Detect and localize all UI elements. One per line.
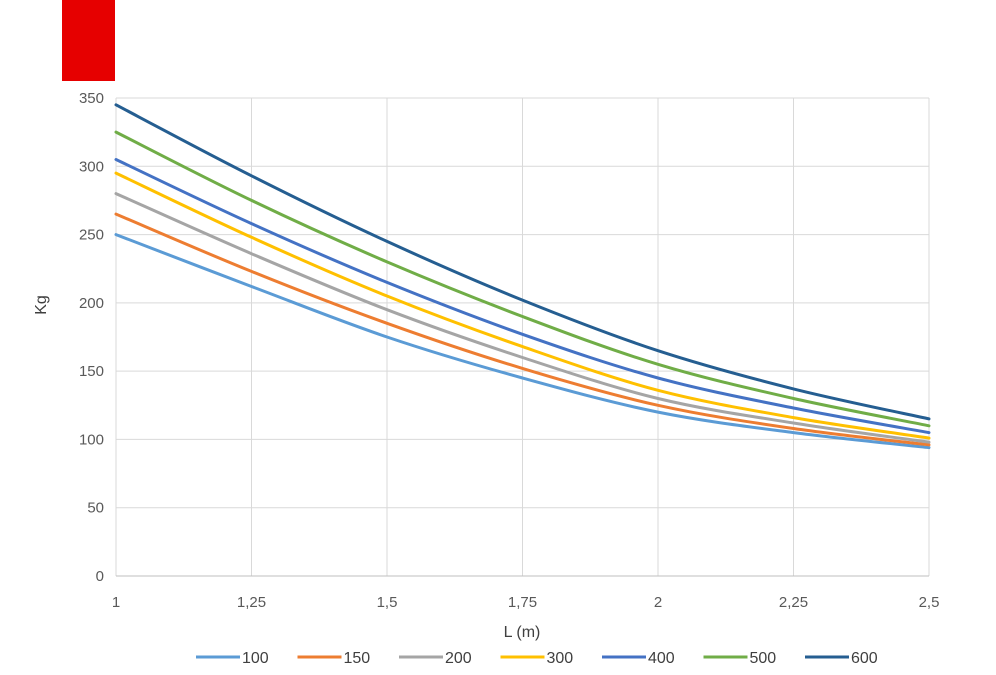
x-tick-label: 1,25 xyxy=(237,594,266,611)
series-line-600 xyxy=(114,103,931,421)
series-line-150 xyxy=(114,212,931,447)
series-line-400 xyxy=(114,158,931,435)
y-tick-label: 50 xyxy=(87,500,104,517)
tick-labels: 0 50 100 150 200 250 300 350 1 1,25 1,5 1,75 2 2,25 2,… xyxy=(79,90,939,611)
legend-label-150: 150 xyxy=(344,650,371,667)
y-tick-label: 150 xyxy=(79,363,104,380)
x-tick-label: 1 xyxy=(112,594,120,611)
legend-label-200: 200 xyxy=(445,650,472,667)
x-tick-label: 2,25 xyxy=(779,594,808,611)
legend-label-100: 100 xyxy=(242,650,269,667)
y-tick-label: 200 xyxy=(79,295,104,312)
series-line-300 xyxy=(114,171,931,440)
x-axis-title: L (m) xyxy=(504,624,541,641)
legend-label-400: 400 xyxy=(648,650,675,667)
y-tick-label: 250 xyxy=(79,227,104,244)
series-lines xyxy=(114,103,931,450)
brand-block xyxy=(62,0,115,81)
series-line-500 xyxy=(114,130,931,428)
legend-label-300: 300 xyxy=(547,650,574,667)
y-tick-label: 100 xyxy=(79,431,104,448)
series-line-200 xyxy=(114,192,931,444)
series-line-100 xyxy=(114,233,931,450)
legend-label-500: 500 xyxy=(750,650,777,667)
x-tick-label: 1,75 xyxy=(508,594,537,611)
y-tick-label: 350 xyxy=(79,90,104,107)
legend-label-600: 600 xyxy=(851,650,878,667)
x-tick-label: 2,5 xyxy=(919,594,940,611)
x-tick-label: 1,5 xyxy=(377,594,398,611)
x-tick-label: 2 xyxy=(654,594,662,611)
y-tick-label: 0 xyxy=(96,568,104,585)
y-tick-label: 300 xyxy=(79,158,104,175)
legend: 100 150 200 300 400 500 600 xyxy=(196,650,878,667)
y-axis-title: Kg xyxy=(33,295,50,315)
